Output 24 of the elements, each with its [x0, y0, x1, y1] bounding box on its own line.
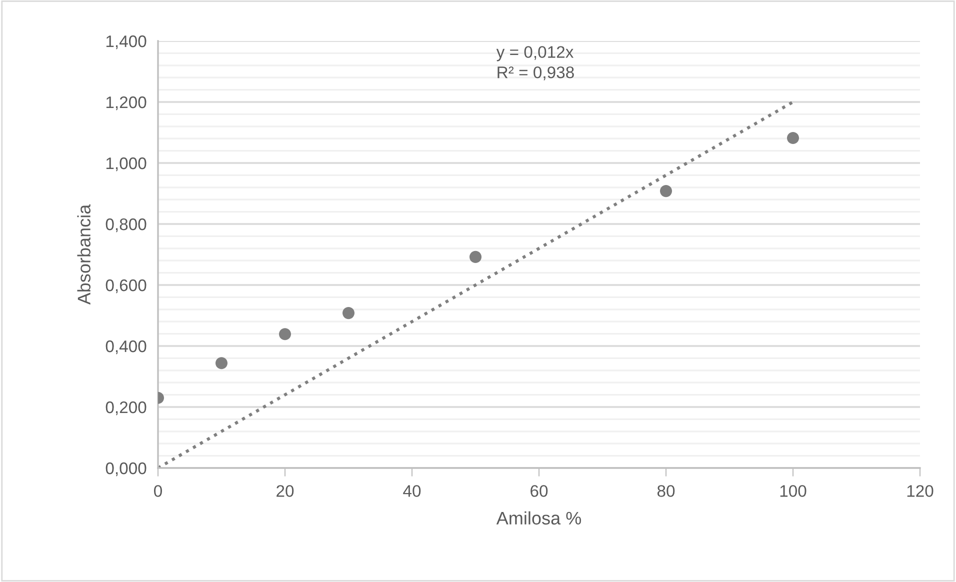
y-tick-label: 1,400 — [106, 35, 146, 50]
x-tick-label: 60 — [530, 485, 548, 497]
point — [342, 307, 355, 320]
y-axis-title: Absorbancia — [77, 204, 91, 305]
y-tick-label: 1,000 — [106, 157, 146, 172]
annotation: y = 0,012x R² = 0,938 — [496, 46, 574, 80]
x-tick-label: 40 — [403, 485, 421, 497]
x-tick-label: 120 — [907, 485, 934, 497]
point — [278, 328, 292, 340]
point — [660, 185, 672, 198]
point — [469, 250, 482, 263]
x-tick-label: 100 — [780, 485, 806, 497]
point — [215, 357, 228, 370]
y-tick-label: 0,400 — [106, 340, 146, 354]
y-tick-label: 0,600 — [106, 279, 146, 294]
y-tick-label: 0,800 — [106, 218, 146, 232]
point — [786, 132, 800, 144]
x-tick-label: 20 — [276, 485, 294, 497]
y-tick-label: 0,200 — [106, 401, 146, 416]
x-tick-label: 80 — [657, 485, 675, 497]
x-tick-label: 0 — [154, 485, 162, 497]
x-axis-title: Amilosa % — [496, 511, 581, 525]
y-tick-label: 1,200 — [106, 96, 146, 110]
y-tick-label: 0,000 — [106, 462, 146, 476]
